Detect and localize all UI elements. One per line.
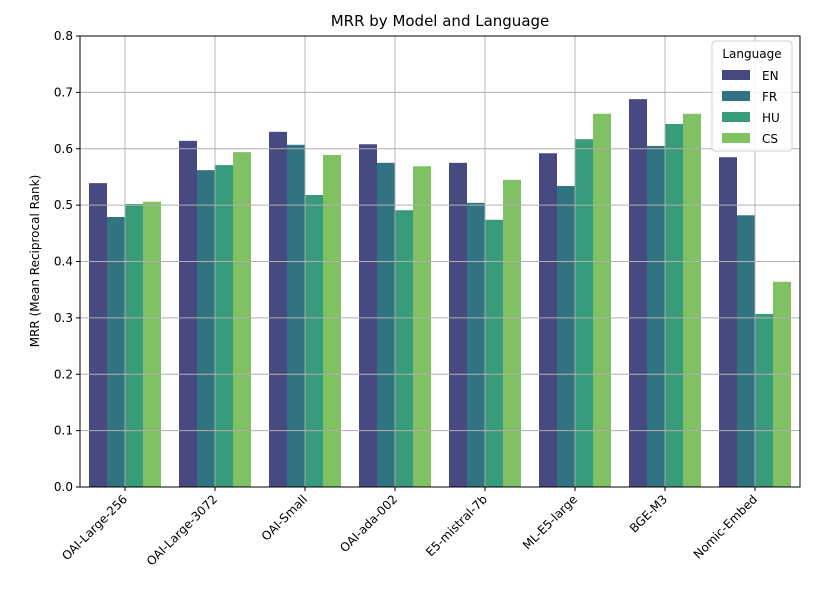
legend-label: FR xyxy=(762,90,777,104)
legend-swatch xyxy=(722,91,750,101)
y-tick-label: 0.3 xyxy=(54,311,73,325)
bar-cs xyxy=(413,166,431,487)
bar-hu xyxy=(575,139,593,487)
bar-hu xyxy=(755,313,773,487)
bar-hu xyxy=(665,123,683,487)
bar-en xyxy=(269,131,287,487)
legend-swatch xyxy=(722,112,750,122)
bar-fr xyxy=(467,202,485,487)
x-tick-label: BGE-M3 xyxy=(627,492,670,535)
bar-en xyxy=(449,162,467,487)
y-tick-label: 0.2 xyxy=(54,367,73,381)
bar-en xyxy=(359,144,377,488)
y-tick-label: 0.8 xyxy=(54,29,73,43)
bar-en xyxy=(719,157,737,488)
bar-hu xyxy=(485,219,503,487)
x-tick-label: ML-E5-large xyxy=(520,492,580,552)
legend-box xyxy=(711,40,793,152)
x-tick-label: Nomic-Embed xyxy=(691,492,760,561)
legend-label: EN xyxy=(762,69,779,83)
bar-cs xyxy=(773,281,791,487)
y-tick-label: 0.5 xyxy=(54,198,73,212)
bar-cs xyxy=(143,201,161,487)
chart-title: MRR by Model and Language xyxy=(331,12,550,30)
bar-cs xyxy=(323,154,341,488)
bar-hu xyxy=(395,210,413,488)
bar-en xyxy=(539,153,557,487)
bar-fr xyxy=(287,144,305,487)
bar-fr xyxy=(377,162,395,487)
x-tick-label: OAI-ada-002 xyxy=(337,492,400,555)
bar-fr xyxy=(647,145,665,487)
bar-fr xyxy=(197,170,215,488)
legend-swatch xyxy=(722,70,750,80)
bar-hu xyxy=(305,194,323,488)
bar-en xyxy=(629,99,647,487)
bar-en xyxy=(179,140,197,488)
legend-label: HU xyxy=(762,111,780,125)
y-tick-label: 0.6 xyxy=(54,142,73,156)
bar-cs xyxy=(683,113,701,488)
y-tick-label: 0.4 xyxy=(54,255,73,269)
y-axis-label: MRR (Mean Reciprocal Rank) xyxy=(28,175,42,348)
x-tick-label: OAI-Large-3072 xyxy=(144,492,220,568)
y-tick-label: 0.1 xyxy=(54,424,73,438)
bar-fr xyxy=(107,216,125,487)
legend: Language EN FR HU CS xyxy=(711,40,793,152)
bar-en xyxy=(89,183,107,488)
x-tick-label: OAI-Large-256 xyxy=(59,492,130,563)
bar-hu xyxy=(215,165,233,487)
bar-fr xyxy=(737,215,755,487)
bar-hu xyxy=(125,203,143,487)
y-tick-label: 0.7 xyxy=(54,85,73,99)
bar-fr xyxy=(557,185,575,487)
legend-title: Language xyxy=(722,47,781,61)
bar-cs xyxy=(593,113,611,488)
legend-label: CS xyxy=(762,132,778,146)
x-tick-label: OAI-Small xyxy=(259,492,310,543)
bar-cs xyxy=(503,179,521,487)
y-tick-label: 0.0 xyxy=(54,480,73,494)
bar-cs xyxy=(233,152,251,487)
legend-swatch xyxy=(722,133,750,143)
x-tick-label: E5-mistral-7b xyxy=(423,492,490,559)
